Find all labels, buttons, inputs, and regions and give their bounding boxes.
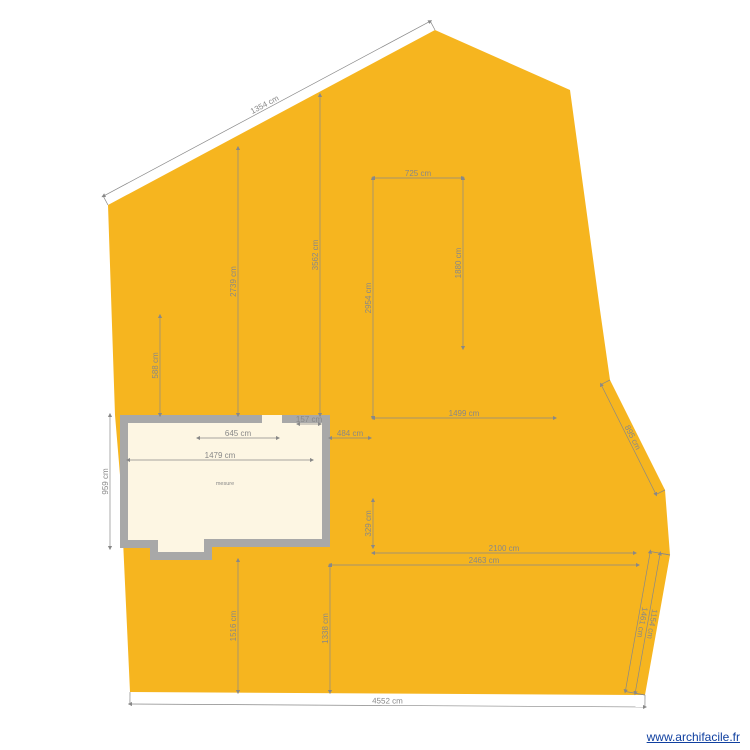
dim-label: 2954 cm bbox=[364, 282, 373, 313]
site-plan-canvas: 725 cm 1499 cm 2100 cm 2463 cm 645 cm 1479 cm… bbox=[0, 0, 750, 750]
dim-label: 1516 cm bbox=[229, 610, 238, 641]
dim-label: 588 cm bbox=[151, 352, 160, 379]
dim-label: 329 cm bbox=[364, 510, 373, 537]
dim-label: 2463 cm bbox=[469, 556, 500, 565]
land-parcel bbox=[108, 30, 670, 695]
notes-layer: mesure bbox=[216, 481, 234, 487]
dim-label: 2739 cm bbox=[229, 266, 238, 297]
mesure-note: mesure bbox=[216, 481, 234, 487]
house-interior bbox=[128, 423, 322, 552]
dim-ext bbox=[103, 196, 108, 205]
dim-label: 484 cm bbox=[337, 429, 364, 438]
dim-label: 1880 cm bbox=[454, 247, 463, 278]
dim-label: 1338 cm bbox=[321, 613, 330, 644]
dim-label: 725 cm bbox=[405, 169, 432, 178]
dim-label: 3562 cm bbox=[311, 239, 320, 270]
dim-label: 959 cm bbox=[101, 468, 110, 495]
dim-label: 2100 cm bbox=[489, 544, 520, 553]
dim-label: 1499 cm bbox=[449, 409, 480, 418]
dim-label: 1479 cm bbox=[205, 451, 236, 460]
dim-label: 1354 cm bbox=[249, 93, 281, 116]
door-opening bbox=[262, 415, 282, 423]
watermark-link[interactable]: www.archifacile.fr bbox=[647, 730, 740, 744]
land-polygon bbox=[108, 30, 670, 695]
dim-ext bbox=[430, 21, 435, 30]
dim-label: 157 cm bbox=[296, 415, 323, 424]
dim-label: 4552 cm bbox=[372, 696, 403, 705]
dim-label: 645 cm bbox=[225, 429, 252, 438]
